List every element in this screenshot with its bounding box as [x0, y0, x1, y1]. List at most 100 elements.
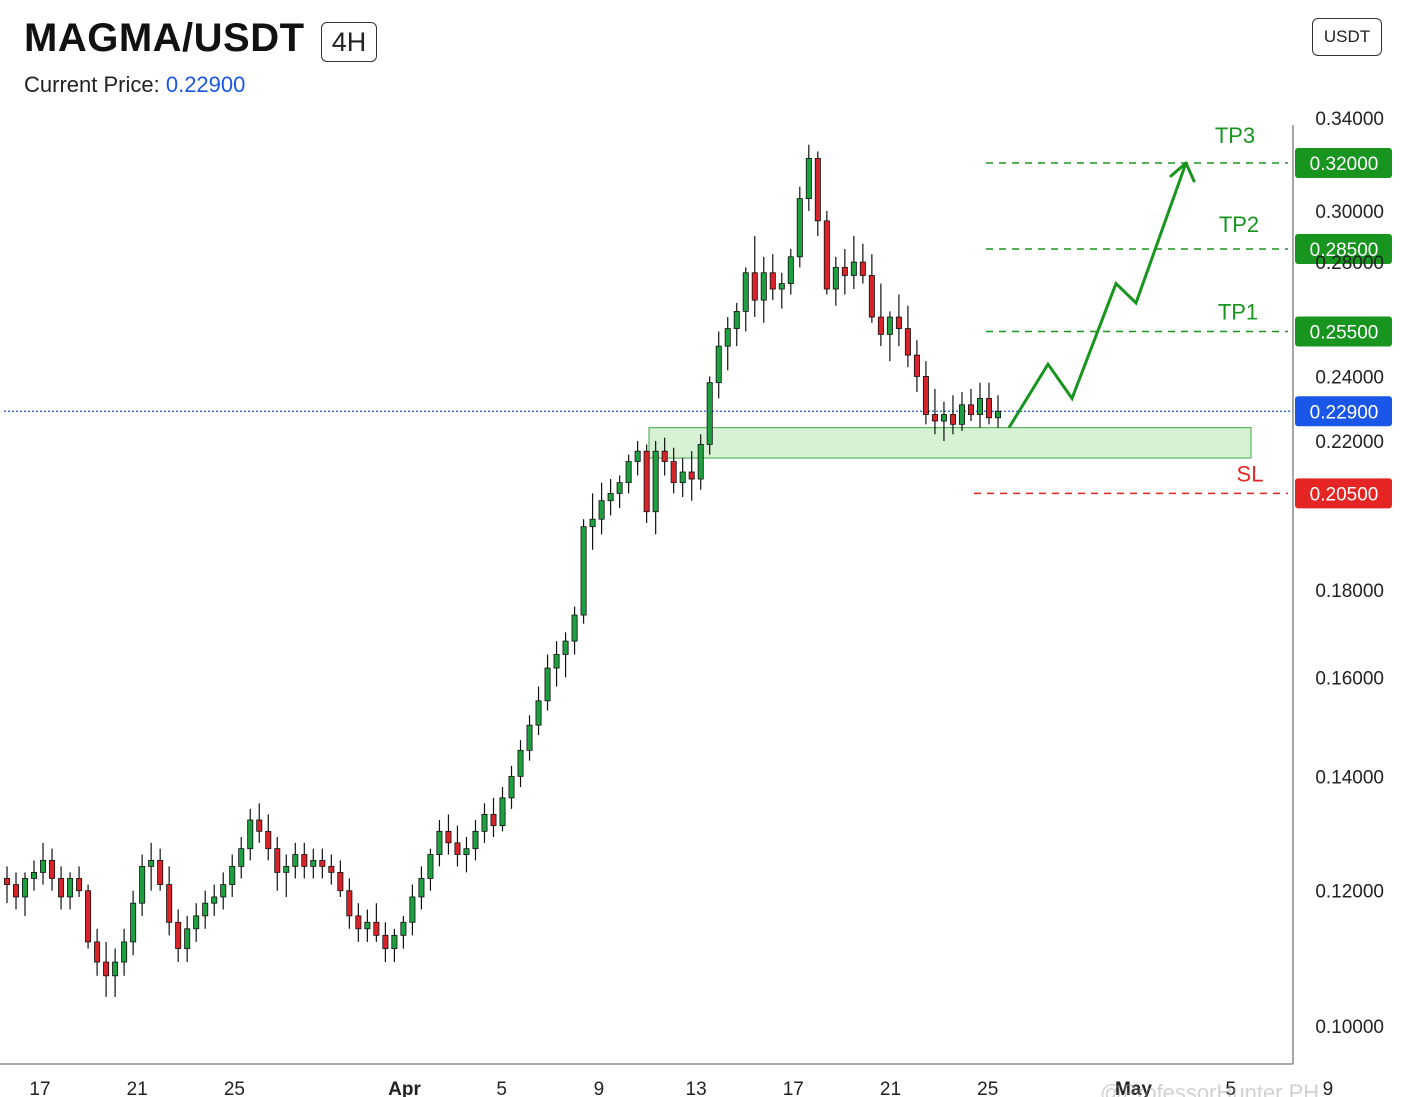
candle-body	[265, 830, 272, 850]
candle	[328, 854, 335, 885]
candle	[607, 479, 614, 516]
candle-body	[958, 404, 965, 425]
candle-body	[103, 961, 110, 977]
candle	[22, 872, 29, 916]
candle-body	[796, 198, 803, 258]
candle-body	[742, 272, 749, 312]
candle	[400, 915, 407, 949]
candle	[103, 941, 110, 997]
candle	[391, 928, 398, 963]
candle-body	[661, 450, 668, 462]
level-tag-label-tp2: 0.28500	[1310, 240, 1379, 261]
candle-body	[445, 830, 452, 844]
candle	[913, 340, 920, 393]
candle-body	[400, 921, 407, 936]
candle-body	[211, 896, 218, 904]
candle	[409, 884, 416, 936]
candle	[499, 787, 506, 832]
candle-body	[508, 775, 515, 799]
candle	[832, 256, 839, 306]
candle	[310, 848, 317, 879]
candle-body	[112, 961, 119, 977]
current-price-tag	[1295, 396, 1392, 427]
candle-body	[229, 865, 236, 885]
candle-body	[472, 830, 479, 850]
candle	[490, 797, 497, 838]
y-tick-label: 0.12000	[1315, 882, 1384, 903]
candle	[31, 860, 38, 891]
candle-body	[922, 376, 929, 415]
candle	[148, 842, 155, 891]
candle-body	[706, 382, 713, 445]
candle-body	[607, 492, 614, 502]
candle-body	[499, 797, 506, 827]
candle	[382, 922, 389, 963]
candle	[67, 872, 74, 910]
candle-body	[697, 443, 704, 480]
candle-body	[382, 934, 389, 949]
candle	[508, 765, 515, 809]
candle-body	[274, 848, 281, 873]
candle-body	[625, 461, 632, 484]
candle	[589, 493, 596, 550]
candle	[805, 144, 812, 211]
candle	[319, 848, 326, 879]
candle	[175, 909, 182, 963]
candle	[697, 434, 704, 490]
x-tick-label: Apr	[388, 1079, 421, 1097]
support-zone	[648, 427, 1252, 459]
candle	[76, 866, 83, 897]
candles-layer	[4, 144, 1002, 997]
candle	[49, 848, 56, 891]
candle	[796, 186, 803, 268]
candle	[184, 915, 191, 963]
candle-body	[148, 860, 155, 867]
candle	[517, 740, 524, 788]
candle-body	[995, 410, 1002, 419]
candle	[715, 331, 722, 399]
candle-body	[436, 830, 443, 855]
candle-body	[202, 902, 209, 917]
candle-body	[283, 865, 290, 873]
candle-body	[490, 814, 497, 827]
candle	[40, 842, 47, 885]
candle	[598, 482, 605, 535]
candle	[445, 814, 452, 855]
candle	[121, 928, 128, 976]
candle-body	[463, 848, 470, 855]
candle-body	[517, 749, 524, 777]
y-tick-label: 0.30000	[1315, 202, 1384, 223]
candle	[193, 903, 200, 942]
candle	[472, 820, 479, 861]
candle	[58, 866, 65, 910]
candle	[238, 837, 245, 879]
timeframe-badge[interactable]: 4H	[321, 22, 377, 62]
candle-body	[31, 872, 38, 879]
projection-arrowhead	[1169, 161, 1196, 183]
x-tick-label: 5	[1225, 1079, 1236, 1097]
x-tick-label: 17	[29, 1079, 50, 1097]
currency-button[interactable]: USDT	[1312, 18, 1382, 56]
candle	[850, 236, 857, 290]
candle-body	[256, 819, 263, 832]
x-tick-label: 21	[880, 1079, 901, 1097]
candle	[742, 267, 749, 332]
y-tick-label: 0.10000	[1315, 1017, 1384, 1038]
candle-body	[76, 878, 83, 892]
x-tick-label: 25	[977, 1079, 998, 1097]
candle-body	[652, 450, 659, 513]
candle	[679, 458, 686, 498]
candle-body	[724, 328, 731, 347]
candle	[643, 444, 650, 523]
candle-body	[40, 860, 47, 873]
candle-body	[787, 256, 794, 284]
candle-body	[553, 654, 560, 669]
candle-body	[4, 878, 10, 885]
candle	[886, 311, 893, 362]
candle	[130, 890, 137, 956]
level-lines-layer: 0.22900 TP3 0.32000 TP2 0.28500 TP1 0.25500 SL 0…	[4, 123, 1392, 509]
candle-body	[193, 915, 200, 930]
candle-body	[589, 518, 596, 528]
candle	[544, 654, 551, 711]
